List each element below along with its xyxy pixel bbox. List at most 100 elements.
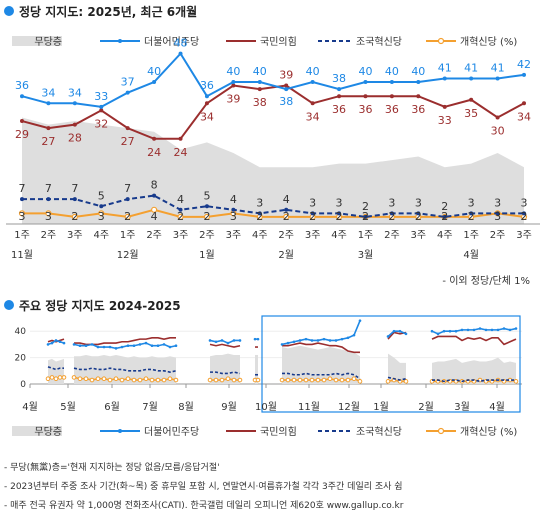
data-label: 40 bbox=[147, 65, 161, 78]
x-tick-label: 3주 bbox=[67, 230, 83, 241]
data-label: 36 bbox=[411, 103, 425, 116]
data-point bbox=[177, 213, 184, 220]
data-point bbox=[363, 214, 368, 219]
data-point bbox=[310, 101, 315, 106]
data-point bbox=[72, 101, 77, 106]
data-point bbox=[448, 329, 452, 333]
data-label: 33 bbox=[94, 90, 108, 103]
data-point bbox=[101, 376, 107, 382]
data-point bbox=[333, 377, 339, 383]
x-tick-label: 4주 bbox=[93, 230, 109, 241]
legend: 무당층 더불어민주당 국민의힘 조국혁신당 개혁신당 (%) bbox=[12, 36, 517, 48]
footnote: - 2023년부터 주중 조사 기간(화~목) 중 휴무일 포함 시, 연말연시… bbox=[4, 480, 403, 492]
data-point bbox=[71, 213, 78, 220]
data-label: 2 bbox=[283, 210, 290, 223]
data-point bbox=[137, 377, 143, 383]
data-point bbox=[84, 344, 88, 348]
data-point bbox=[125, 197, 130, 202]
data-label: 41 bbox=[491, 61, 505, 74]
data-point bbox=[351, 376, 357, 382]
data-point bbox=[285, 377, 291, 383]
data-point bbox=[237, 377, 243, 383]
data-label: 4 bbox=[283, 193, 290, 206]
month-label: 3월 bbox=[358, 249, 374, 261]
data-point bbox=[231, 80, 236, 84]
data-point bbox=[357, 379, 363, 384]
data-label: 8 bbox=[151, 179, 158, 192]
data-point bbox=[152, 136, 157, 141]
series-line-조국혁신당 bbox=[22, 194, 524, 218]
data-point bbox=[346, 336, 350, 340]
month-label: 11월 bbox=[298, 401, 320, 413]
data-label: 48 bbox=[174, 37, 188, 50]
data-point bbox=[416, 94, 421, 99]
data-label: 3 bbox=[309, 196, 316, 209]
data-point bbox=[50, 341, 54, 345]
series-line-rebuild bbox=[210, 371, 241, 375]
data-point bbox=[125, 376, 131, 382]
data-point bbox=[54, 339, 58, 342]
legend-label: 조국혁신당 bbox=[356, 36, 402, 48]
data-point bbox=[322, 337, 326, 341]
data-label: 40 bbox=[226, 65, 240, 78]
month-label: 1월 bbox=[373, 401, 389, 413]
x-tick-label: 1주 bbox=[14, 230, 30, 241]
data-point bbox=[442, 214, 447, 219]
data-point bbox=[316, 339, 320, 342]
data-label: 41 bbox=[464, 61, 478, 74]
data-point bbox=[46, 197, 51, 202]
data-point bbox=[403, 379, 409, 384]
data-point bbox=[327, 376, 333, 382]
legend-label: 개혁신당 (%) bbox=[460, 426, 517, 438]
month-label: 10월 bbox=[255, 401, 277, 413]
data-point bbox=[125, 126, 130, 131]
data-point bbox=[339, 377, 345, 383]
data-point bbox=[161, 377, 167, 383]
data-label: 27 bbox=[121, 135, 135, 148]
data-point bbox=[203, 213, 211, 220]
data-point bbox=[257, 211, 262, 216]
data-point bbox=[257, 87, 262, 92]
data-label: 5 bbox=[203, 189, 210, 202]
data-point bbox=[162, 343, 166, 346]
data-point bbox=[253, 337, 257, 341]
data-point bbox=[125, 90, 130, 95]
independent-area bbox=[210, 353, 240, 384]
series-line-ppp bbox=[431, 335, 517, 346]
data-label: 3 bbox=[521, 196, 528, 209]
data-point bbox=[303, 377, 309, 383]
data-point bbox=[61, 375, 67, 380]
data-label: 30 bbox=[491, 125, 505, 138]
data-point bbox=[404, 332, 408, 336]
x-tick-labels: 1주 2주 3주 4주 1주 2주 3주 2주 3주 4주 2주 3주 4주 1주 2주 3주 4주 1주 2주 3주 bbox=[14, 230, 532, 241]
data-point bbox=[107, 377, 113, 383]
data-label: 34 bbox=[306, 110, 320, 123]
legend-swatch-independent bbox=[12, 426, 62, 436]
x-tick-label: 2주 bbox=[146, 230, 162, 241]
data-point bbox=[442, 76, 447, 81]
data-point bbox=[45, 376, 51, 382]
data-point bbox=[256, 337, 260, 341]
series-line-rebuild bbox=[432, 379, 516, 383]
data-point bbox=[174, 344, 178, 348]
x-tick-label: 1주 bbox=[463, 230, 479, 241]
data-point bbox=[132, 344, 136, 348]
data-point bbox=[144, 341, 148, 345]
data-point bbox=[149, 377, 155, 383]
data-point bbox=[18, 210, 26, 217]
data-label: 2 bbox=[415, 210, 422, 223]
data-label: 3 bbox=[415, 196, 422, 209]
data-point bbox=[291, 377, 297, 383]
data-point bbox=[71, 375, 77, 380]
legend-label: 무당층 bbox=[34, 426, 62, 438]
data-point bbox=[124, 213, 131, 220]
data-point bbox=[255, 377, 261, 383]
data-point bbox=[345, 377, 351, 383]
data-point bbox=[358, 319, 362, 322]
data-point bbox=[352, 333, 356, 337]
data-point bbox=[155, 377, 161, 383]
x-tick-label: 3주 bbox=[226, 230, 242, 241]
data-label: 33 bbox=[438, 114, 452, 127]
data-label: 2 bbox=[336, 210, 343, 223]
